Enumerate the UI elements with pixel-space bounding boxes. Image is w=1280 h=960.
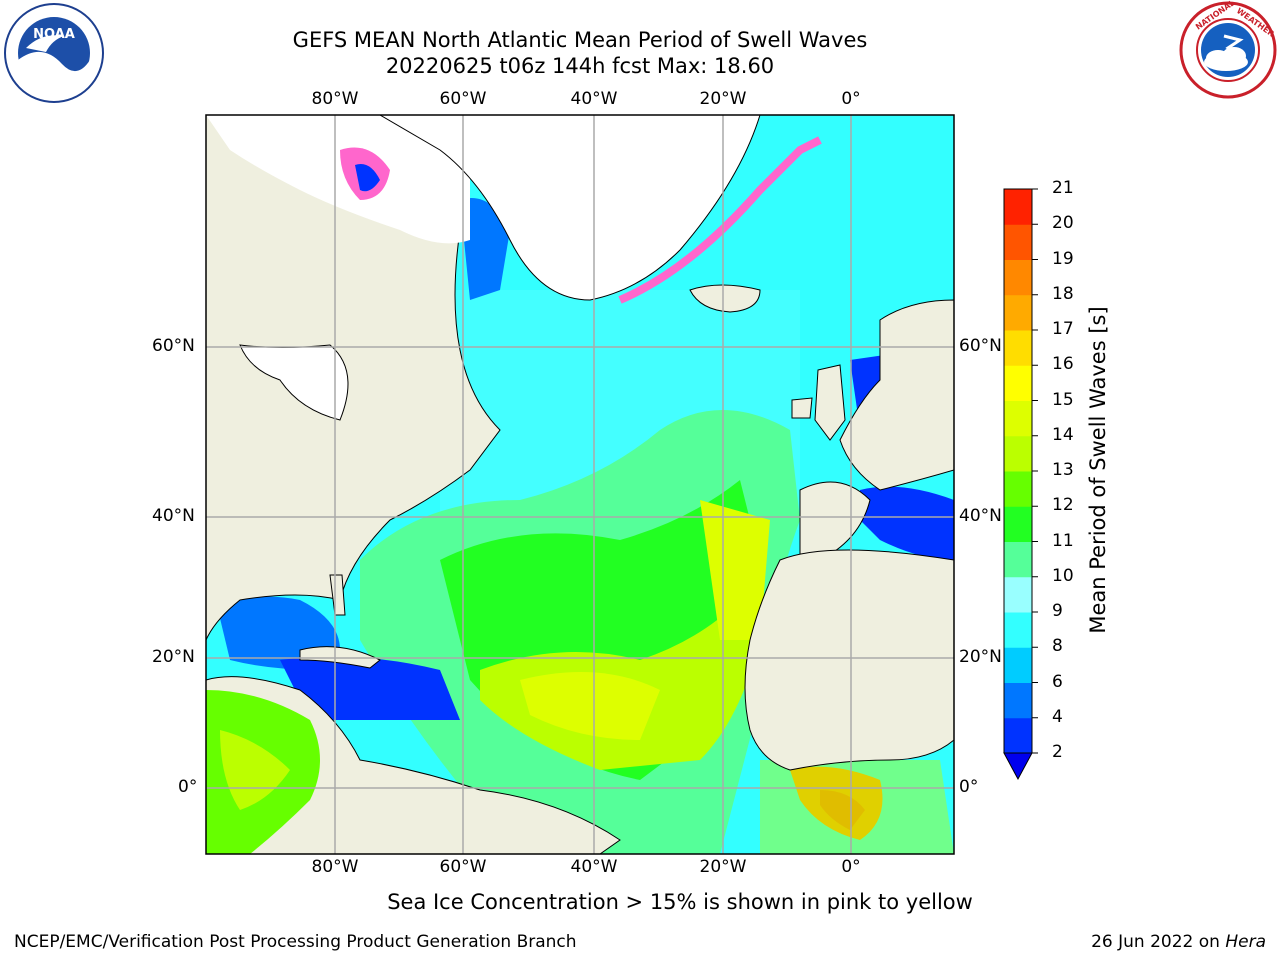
colorbar-segment: [1004, 189, 1032, 225]
lon-label-top: 40°W: [570, 89, 618, 109]
lon-label-top: 80°W: [311, 89, 359, 109]
colorbar-tick-label: 14: [1052, 424, 1074, 445]
colorbar-tick-label: 19: [1052, 248, 1074, 269]
lon-label-top: 60°W: [439, 89, 487, 109]
colorbar-segment: [1004, 506, 1032, 542]
lat-label-left: 60°N: [152, 336, 195, 356]
colorbar-label: Mean Period of Swell Waves [s]: [1086, 306, 1110, 634]
colorbar-tick-label: 10: [1052, 565, 1074, 586]
colorbar-tick-label: 6: [1052, 671, 1063, 692]
map-frame: [205, 114, 955, 855]
colorbar-extend-arrow: [1003, 752, 1033, 781]
colorbar-segment: [1004, 541, 1032, 578]
lon-label-top: 0°: [841, 89, 861, 109]
lat-label-left: 40°N: [152, 506, 195, 526]
colorbar-tick-label: 2: [1052, 742, 1063, 762]
colorbar-segment: [1004, 471, 1032, 507]
colorbar-tick-label: 11: [1052, 530, 1074, 551]
colorbar-segment: [1004, 647, 1032, 683]
colorbar: [1003, 188, 1038, 781]
colorbar-segment: [1004, 330, 1032, 366]
lat-label-left: 20°N: [152, 647, 195, 667]
colorbar-tick-label: 15: [1052, 389, 1074, 410]
footer-machine: Hera: [1225, 932, 1266, 952]
sea-ice-note: Sea Ice Concentration > 15% is shown in …: [387, 890, 973, 914]
map-subtitle: 20220625 t06z 144h fcst Max: 18.60: [385, 54, 775, 78]
colorbar-segment: [1004, 224, 1032, 260]
svg-text:NOAA: NOAA: [33, 27, 75, 42]
footer-date-text: 26 Jun 2022 on: [1091, 932, 1220, 952]
colorbar-segment: [1004, 259, 1032, 296]
colorbar-segment: [1004, 717, 1032, 754]
colorbar-tick-label: 21: [1052, 178, 1074, 198]
lat-label-right: 40°N: [959, 506, 1002, 526]
colorbar-tick-label: 20: [1052, 213, 1074, 234]
lon-label-bottom: 20°W: [699, 857, 747, 877]
colorbar-segment: [1004, 294, 1032, 331]
colorbar-segment: [1004, 576, 1032, 613]
colorbar-segment: [1004, 612, 1032, 648]
colorbar-segment: [1004, 400, 1032, 437]
lat-label-right: 20°N: [959, 647, 1002, 667]
lon-label-bottom: 80°W: [311, 857, 359, 877]
lat-label-right: 60°N: [959, 336, 1002, 356]
lat-label-left: 0°: [178, 777, 198, 797]
colorbar-tick-label: 12: [1052, 495, 1074, 516]
lon-label-bottom: 60°W: [439, 857, 487, 877]
colorbar-tick-label: 13: [1052, 460, 1074, 480]
national-weather-service-logo: NATIONAL WEATHER: [1178, 0, 1278, 100]
footer-date: 26 Jun 2022 on Hera: [1091, 932, 1266, 952]
lon-label-top: 20°W: [699, 89, 747, 109]
colorbar-segment: [1004, 682, 1032, 719]
map-title: GEFS MEAN North Atlantic Mean Period of …: [292, 28, 868, 52]
colorbar-tick-label: 17: [1052, 319, 1074, 339]
lat-label-right: 0°: [959, 777, 979, 797]
lon-label-bottom: 0°: [841, 857, 861, 877]
colorbar-tick-label: 4: [1052, 706, 1063, 727]
colorbar-tick-label: 8: [1052, 636, 1063, 657]
footer-credit: NCEP/EMC/Verification Post Processing Pr…: [14, 932, 577, 952]
colorbar-segment: [1004, 435, 1032, 472]
noaa-logo: NOAA: [2, 2, 106, 104]
colorbar-tick-label: 18: [1052, 283, 1074, 304]
colorbar-tick-label: 9: [1052, 601, 1063, 621]
colorbar-tick-label: 16: [1052, 354, 1074, 375]
colorbar-segment: [1004, 365, 1032, 401]
lon-label-bottom: 40°W: [570, 857, 618, 877]
